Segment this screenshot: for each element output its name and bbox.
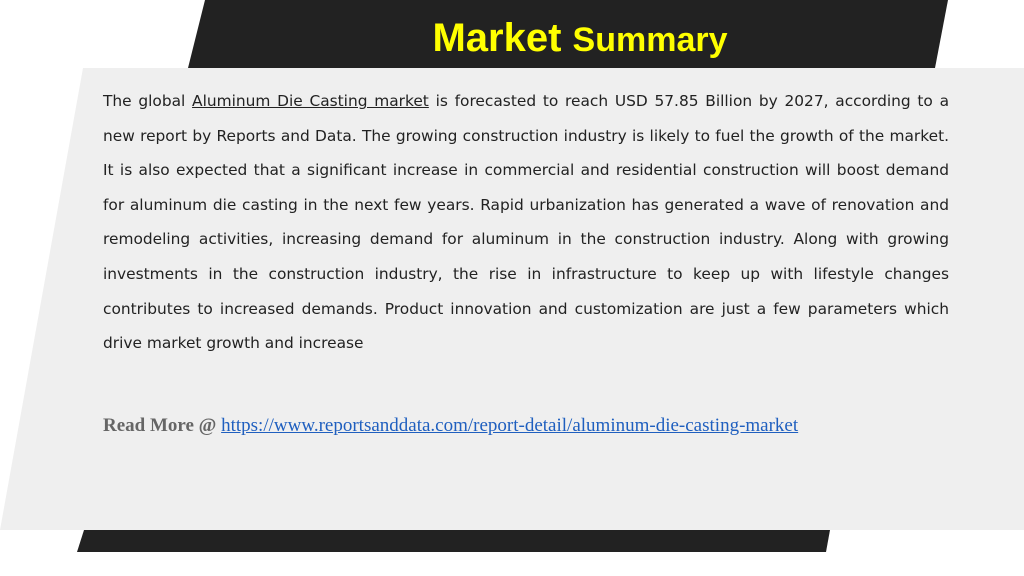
- report-url-link[interactable]: https://www.reportsanddata.com/report-de…: [221, 415, 799, 436]
- bottom-bar: [77, 530, 830, 552]
- market-link[interactable]: Aluminum Die Casting market: [192, 92, 429, 110]
- read-more-line: Read More @ https://www.reportsanddata.c…: [103, 412, 798, 440]
- summary-paragraph: The global Aluminum Die Casting market i…: [103, 84, 949, 361]
- page-title: Market Summary: [300, 14, 860, 64]
- title-word-1: Market: [432, 16, 562, 60]
- content-panel: [0, 68, 1024, 530]
- title-banner: [188, 0, 948, 68]
- paragraph-body: is forecasted to reach USD 57.85 Billion…: [103, 92, 950, 353]
- paragraph-intro: The global: [103, 92, 193, 110]
- read-more-label: Read More @: [103, 415, 222, 436]
- title-word-2: Summary: [572, 21, 728, 59]
